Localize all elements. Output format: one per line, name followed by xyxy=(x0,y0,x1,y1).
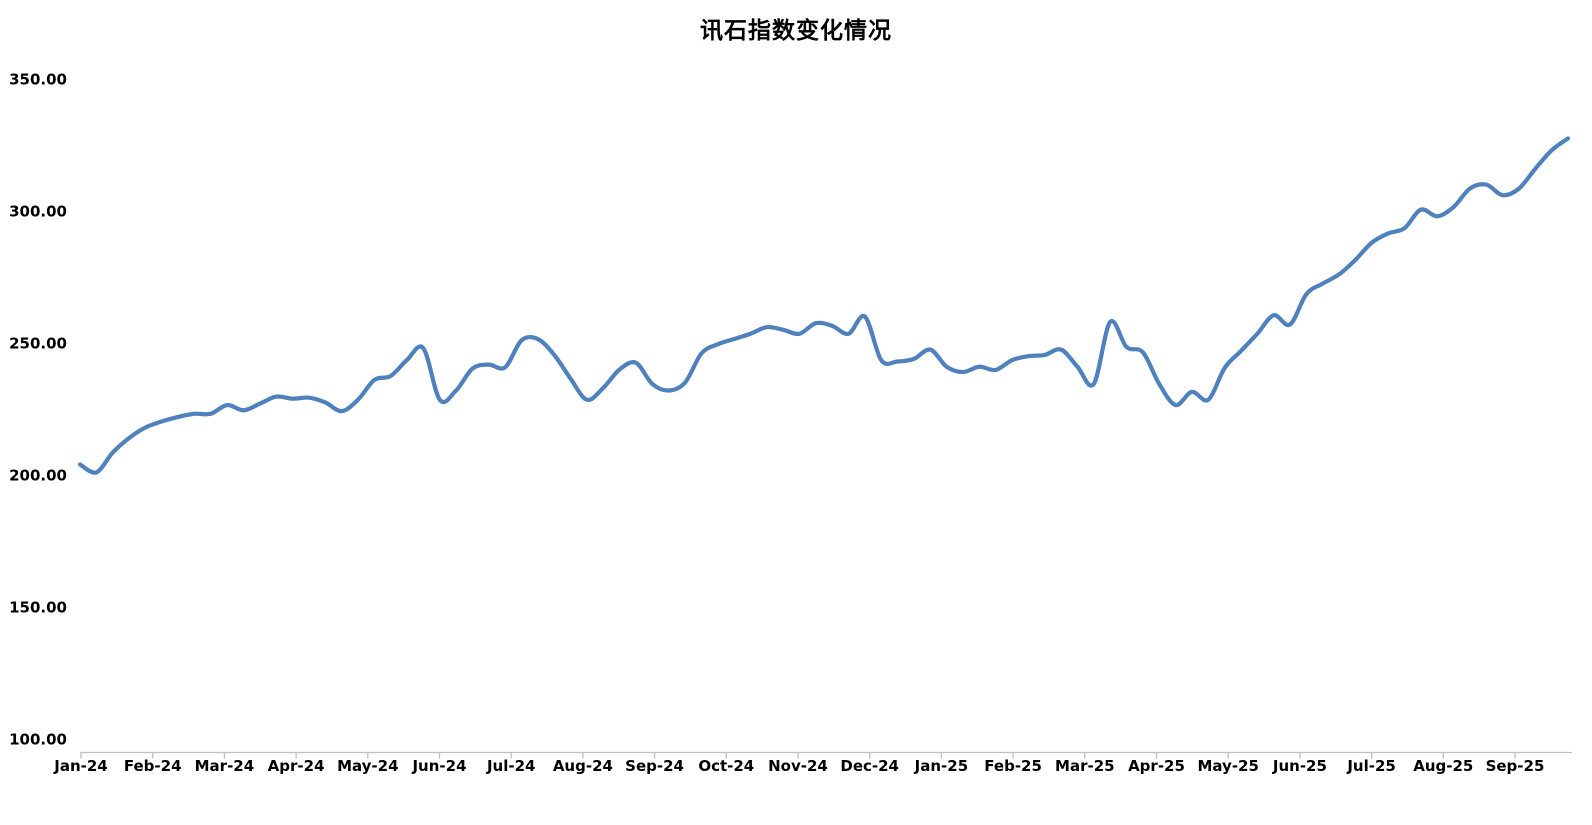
x-axis-tick-label: Feb-25 xyxy=(984,757,1042,775)
x-axis-tick-label: Sep-24 xyxy=(625,757,684,775)
index-series-line xyxy=(77,136,1571,475)
x-axis-tick-label: Aug-25 xyxy=(1413,757,1473,775)
x-axis-tick-label: Oct-24 xyxy=(698,757,754,775)
y-axis-tick-label: 200.00 xyxy=(9,467,67,485)
x-axis-tick-label: Feb-24 xyxy=(124,757,182,775)
y-axis-tick-label: 250.00 xyxy=(9,335,67,353)
x-axis-tick-label: Jul-24 xyxy=(486,757,536,775)
y-axis-tick-label: 350.00 xyxy=(9,71,67,89)
x-axis-tick-label: Jan-24 xyxy=(53,757,107,775)
x-axis-tick-label: Apr-24 xyxy=(268,757,325,775)
x-axis-tick-label: Jul-25 xyxy=(1346,757,1396,775)
y-axis-tick-label: 100.00 xyxy=(9,731,67,749)
x-axis-tick-label: Sep-25 xyxy=(1486,757,1545,775)
y-axis-tick-label: 300.00 xyxy=(9,203,67,221)
x-axis-tick-label: May-25 xyxy=(1197,757,1258,775)
x-axis-tick-label: Jan-25 xyxy=(914,757,968,775)
chart-title: 讯石指数变化情况 xyxy=(700,17,892,44)
x-axis-tick-label: Dec-24 xyxy=(840,757,899,775)
x-axis-tick-label: Mar-25 xyxy=(1055,757,1115,775)
x-axis-tick-label: Mar-24 xyxy=(195,757,255,775)
x-axis-tick-label: Aug-24 xyxy=(553,757,613,775)
x-axis-tick-label: Apr-25 xyxy=(1128,757,1185,775)
x-axis-tick-label: Nov-24 xyxy=(768,757,828,775)
y-axis-tick-label: 150.00 xyxy=(9,599,67,617)
x-axis-tick-label: Jun-25 xyxy=(1272,757,1327,775)
x-axis-tick-label: May-24 xyxy=(337,757,398,775)
x-axis-tick-label: Jun-24 xyxy=(411,757,466,775)
